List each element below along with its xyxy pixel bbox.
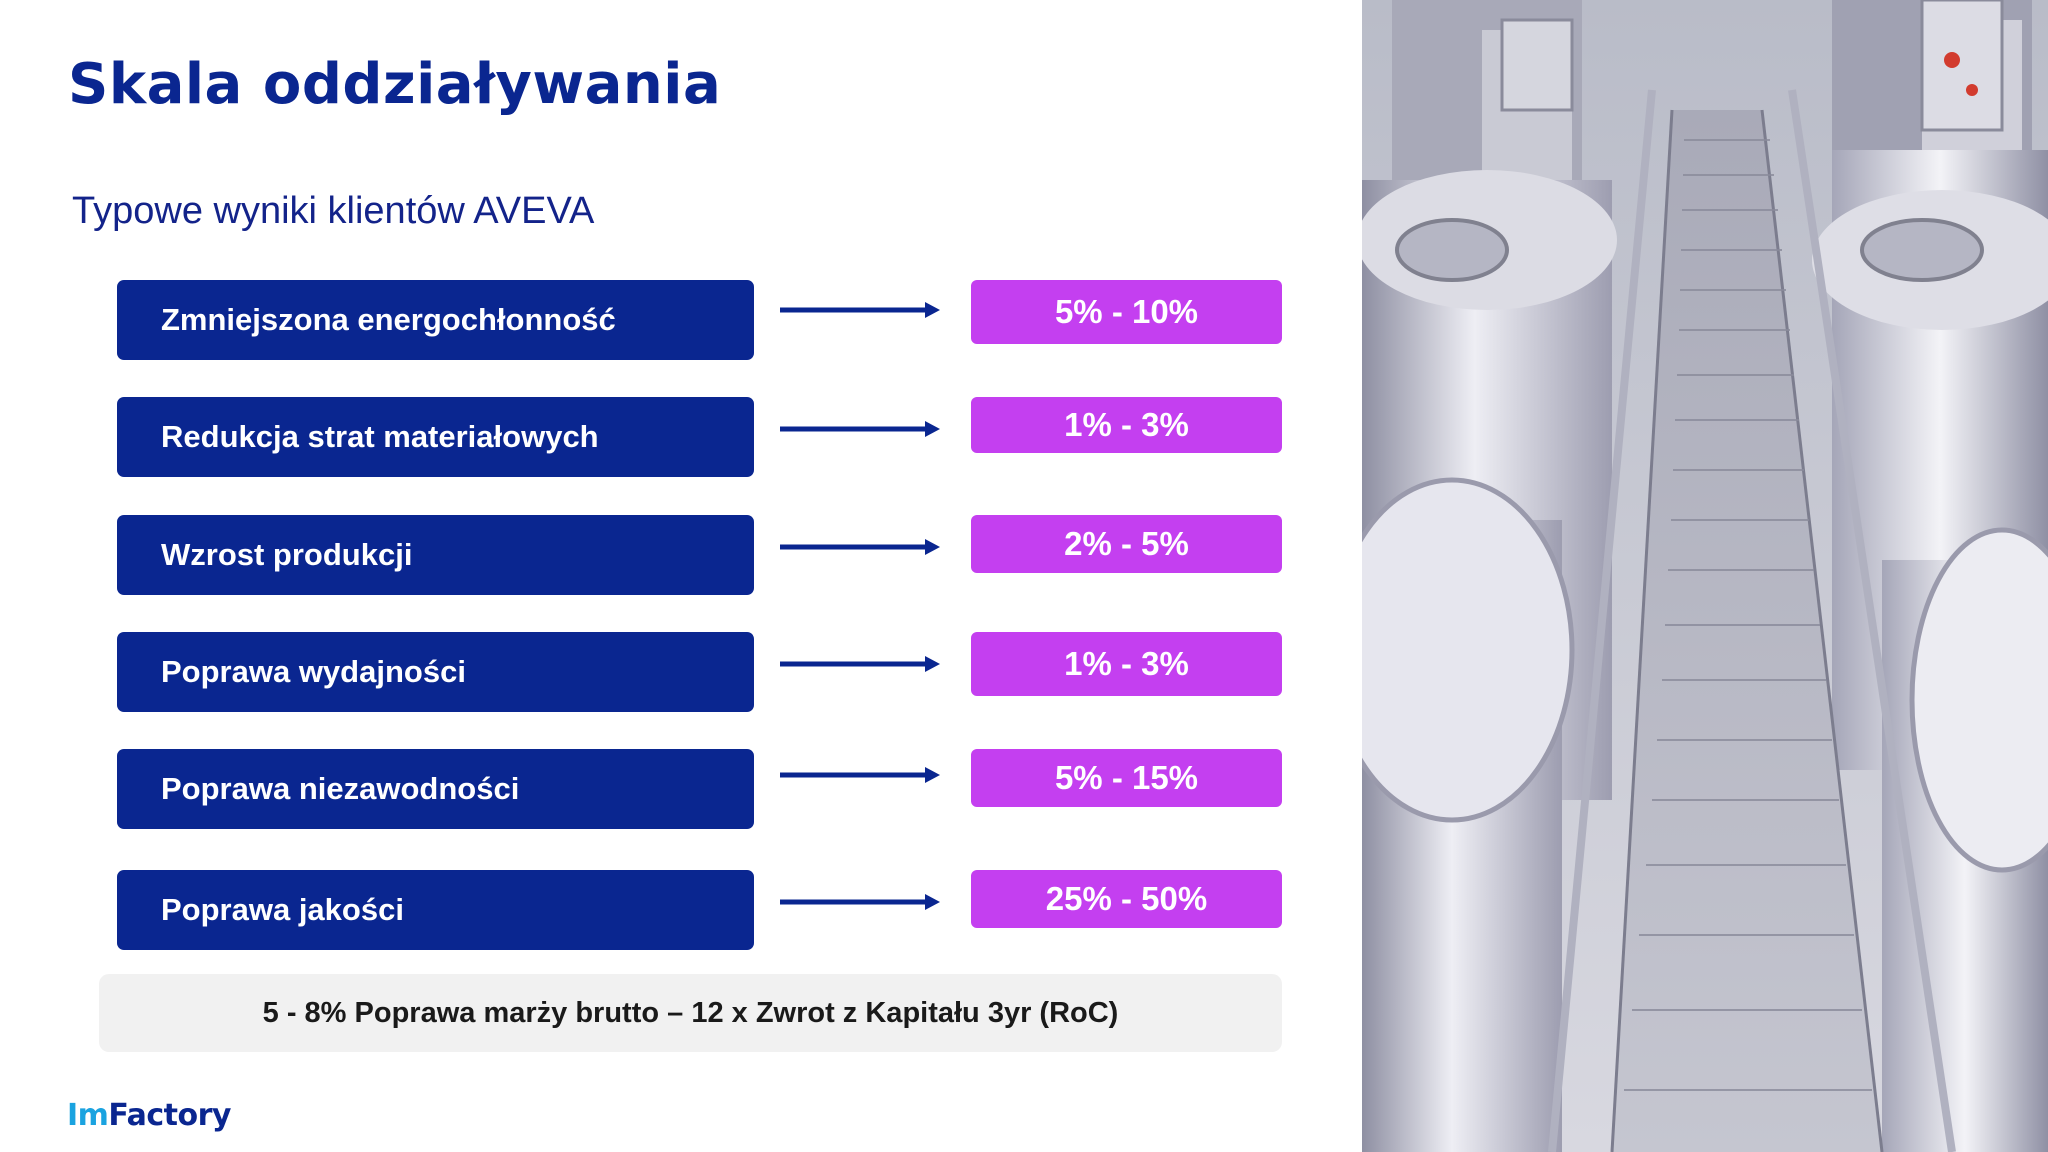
metric-row: Zmniejszona energochłonność 5% - 10% xyxy=(0,280,1300,360)
metric-value: 5% - 15% xyxy=(971,749,1282,807)
metric-value: 5% - 10% xyxy=(971,280,1282,344)
metric-label: Poprawa wydajności xyxy=(117,632,754,712)
metric-label: Wzrost produkcji xyxy=(117,515,754,595)
arrow-right-icon xyxy=(780,767,940,783)
metric-label: Poprawa jakości xyxy=(117,870,754,950)
imfactory-logo: ImFactory xyxy=(67,1098,231,1133)
metric-value: 1% - 3% xyxy=(971,632,1282,696)
metric-label: Poprawa niezawodności xyxy=(117,749,754,829)
arrow-right-icon xyxy=(780,894,940,910)
slide-subtitle: Typowe wyniki klientów AVEVA xyxy=(72,190,595,232)
metric-value: 1% - 3% xyxy=(971,397,1282,453)
metric-value: 25% - 50% xyxy=(971,870,1282,928)
metric-row: Wzrost produkcji 2% - 5% xyxy=(0,515,1300,595)
arrow-right-icon xyxy=(780,539,940,555)
metric-row: Poprawa wydajności 1% - 3% xyxy=(0,632,1300,712)
arrow-right-icon xyxy=(780,656,940,672)
slide-title: Skala oddziaływania xyxy=(68,52,722,117)
metric-value: 2% - 5% xyxy=(971,515,1282,573)
metric-row: Poprawa jakości 25% - 50% xyxy=(0,870,1300,950)
arrow-right-icon xyxy=(780,421,940,437)
industrial-photo xyxy=(1362,0,2048,1152)
industrial-tanks-catwalk-photo xyxy=(1362,0,2048,1152)
arrow-right-icon xyxy=(780,302,940,318)
metric-label: Redukcja strat materiałowych xyxy=(117,397,754,477)
metric-row: Redukcja strat materiałowych 1% - 3% xyxy=(0,397,1300,477)
summary-banner: 5 - 8% Poprawa marży brutto – 12 x Zwrot… xyxy=(99,974,1282,1052)
metric-row: Poprawa niezawodności 5% - 15% xyxy=(0,749,1300,829)
metric-label: Zmniejszona energochłonność xyxy=(117,280,754,360)
